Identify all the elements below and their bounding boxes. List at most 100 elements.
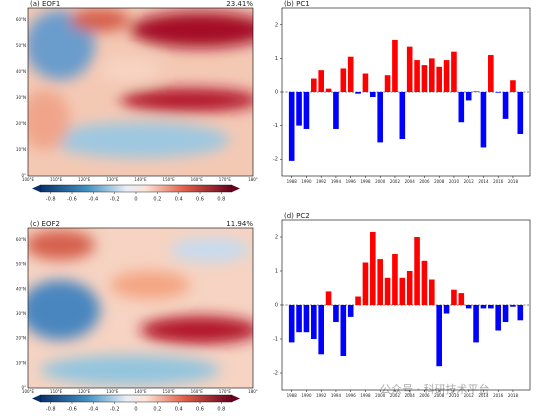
- y-tick-label: -2: [273, 157, 278, 163]
- bar: [406, 46, 413, 92]
- lat-label: 10°N: [16, 147, 26, 152]
- x-tick-label: 2012: [464, 179, 475, 184]
- colorbar-label: -0.4: [88, 197, 98, 203]
- bar: [451, 51, 457, 92]
- lon-label: 120°E: [78, 177, 91, 182]
- colorbar-label: 0: [134, 197, 137, 203]
- x-tick-label: 2014: [478, 393, 489, 398]
- bar: [384, 75, 391, 92]
- bar: [480, 305, 487, 309]
- x-tick-label: 1990: [301, 393, 312, 398]
- lon-label: 180°: [248, 389, 258, 394]
- bar: [473, 305, 479, 343]
- x-tick-label: 2018: [508, 393, 519, 398]
- chart-title: (d) PC2: [284, 212, 310, 220]
- bar: [458, 293, 465, 305]
- bar: [340, 305, 347, 356]
- x-tick-label: 2008: [434, 393, 445, 398]
- lat-label: 40°N: [16, 286, 26, 291]
- map-title: (c) EOF2: [30, 220, 60, 228]
- lon-label: 170°E: [219, 389, 232, 394]
- bar: [436, 66, 442, 92]
- lon-label: 150°E: [163, 177, 176, 182]
- y-tick-label: 1: [275, 56, 278, 62]
- x-tick-label: 2000: [375, 393, 386, 398]
- colorbar-label: -0.2: [110, 197, 120, 203]
- bar: [414, 237, 420, 305]
- bar: [347, 305, 354, 317]
- y-tick-label: 2: [275, 22, 278, 28]
- bar: [362, 262, 369, 305]
- bar: [303, 92, 310, 129]
- bar: [502, 92, 509, 119]
- bar: [399, 277, 406, 305]
- bar: [488, 55, 494, 92]
- bar: [421, 260, 428, 305]
- bar: [421, 65, 428, 92]
- y-tick-label: 2: [275, 235, 278, 241]
- x-tick-label: 2006: [419, 393, 430, 398]
- x-tick-label: 2004: [405, 393, 416, 398]
- bar: [333, 305, 339, 322]
- x-tick-label: 1998: [360, 179, 371, 184]
- map-eof1: [28, 8, 253, 176]
- bar: [495, 92, 501, 93]
- lat-label: 20°N: [16, 336, 26, 341]
- chart-title: (b) PC1: [284, 0, 310, 8]
- bar: [392, 39, 398, 92]
- bar: [399, 92, 406, 140]
- bar: [517, 305, 524, 321]
- y-tick-label: -1: [273, 123, 278, 129]
- lon-label: 170°E: [219, 177, 232, 182]
- x-tick-label: 1994: [331, 393, 342, 398]
- bar: [347, 56, 354, 92]
- bar: [458, 92, 465, 123]
- bar: [303, 305, 310, 333]
- colorbar-label: 0: [134, 407, 137, 413]
- colorbar-label: 0.6: [196, 407, 204, 413]
- bar: [473, 91, 479, 92]
- colorbar-end: [32, 395, 40, 402]
- x-tick-label: 1998: [360, 393, 371, 398]
- lon-label: 140°E: [134, 389, 147, 394]
- bar: [510, 80, 516, 92]
- bar: [288, 92, 295, 161]
- lat-label: 50°N: [16, 262, 26, 267]
- x-tick-label: 2010: [449, 393, 460, 398]
- colorbar-label: -0.2: [110, 407, 120, 413]
- bar: [318, 305, 324, 355]
- colorbar-label: -0.4: [88, 407, 98, 413]
- map-frame: [27, 227, 254, 389]
- bar: [296, 305, 302, 333]
- bar: [443, 60, 450, 92]
- bar: [414, 60, 420, 92]
- x-tick-label: 2000: [375, 179, 386, 184]
- x-tick-label: 2006: [419, 179, 430, 184]
- x-tick-label: 1992: [316, 179, 327, 184]
- lat-label: 30°N: [16, 311, 26, 316]
- bar: [377, 92, 383, 143]
- lon-label: 180°: [248, 177, 258, 182]
- colorbar-label: -0.6: [67, 197, 77, 203]
- x-tick-label: 2016: [493, 393, 504, 398]
- colorbar-label: 0.2: [153, 407, 161, 413]
- lon-label: 150°E: [163, 389, 176, 394]
- bar: [333, 92, 339, 129]
- x-tick-label: 1996: [346, 393, 357, 398]
- map-title: (a) EOF1: [30, 0, 60, 8]
- map-variance: 23.41%: [226, 0, 253, 8]
- colorbar-label: -0.8: [46, 197, 56, 203]
- lat-label: 0°: [21, 385, 26, 390]
- lat-label: 60°N: [16, 237, 26, 242]
- bar: [451, 289, 457, 305]
- bar: [318, 70, 324, 92]
- bar: [355, 296, 361, 305]
- colorbar-end: [32, 185, 40, 192]
- x-tick-label: 2008: [434, 179, 445, 184]
- x-tick-label: 2016: [493, 179, 504, 184]
- x-tick-label: 2010: [449, 179, 460, 184]
- x-tick-label: 2002: [390, 393, 401, 398]
- lat-label: 0°: [21, 173, 26, 178]
- map-frame: [27, 7, 254, 177]
- map-eof2: [28, 228, 253, 388]
